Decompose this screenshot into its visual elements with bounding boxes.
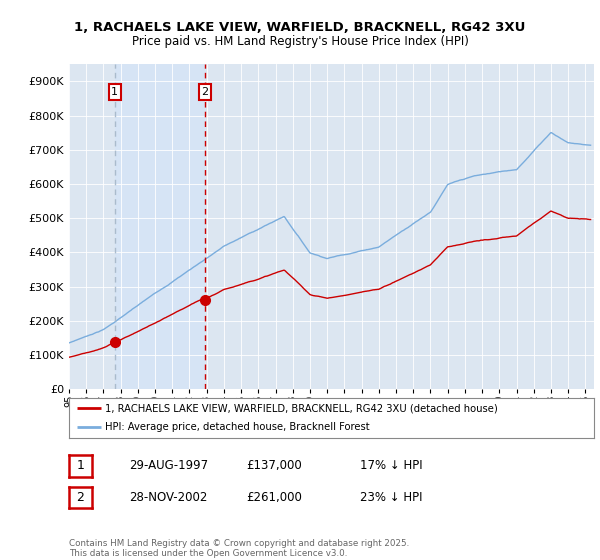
Text: 28-NOV-2002: 28-NOV-2002 (129, 491, 208, 504)
Text: £137,000: £137,000 (246, 459, 302, 473)
Text: Contains HM Land Registry data © Crown copyright and database right 2025.
This d: Contains HM Land Registry data © Crown c… (69, 539, 409, 558)
Text: Price paid vs. HM Land Registry's House Price Index (HPI): Price paid vs. HM Land Registry's House … (131, 35, 469, 48)
Bar (115, 64, 205, 389)
Text: HPI: Average price, detached house, Bracknell Forest: HPI: Average price, detached house, Brac… (105, 422, 370, 432)
Text: 2: 2 (202, 87, 209, 97)
Text: 1: 1 (76, 459, 85, 473)
Text: 1: 1 (111, 87, 118, 97)
Text: 29-AUG-1997: 29-AUG-1997 (129, 459, 208, 473)
Text: 1, RACHAELS LAKE VIEW, WARFIELD, BRACKNELL, RG42 3XU (detached house): 1, RACHAELS LAKE VIEW, WARFIELD, BRACKNE… (105, 404, 497, 413)
Text: £261,000: £261,000 (246, 491, 302, 504)
Text: 2: 2 (76, 491, 85, 504)
Text: 1, RACHAELS LAKE VIEW, WARFIELD, BRACKNELL, RG42 3XU: 1, RACHAELS LAKE VIEW, WARFIELD, BRACKNE… (74, 21, 526, 34)
Text: 23% ↓ HPI: 23% ↓ HPI (360, 491, 422, 504)
Text: 17% ↓ HPI: 17% ↓ HPI (360, 459, 422, 473)
